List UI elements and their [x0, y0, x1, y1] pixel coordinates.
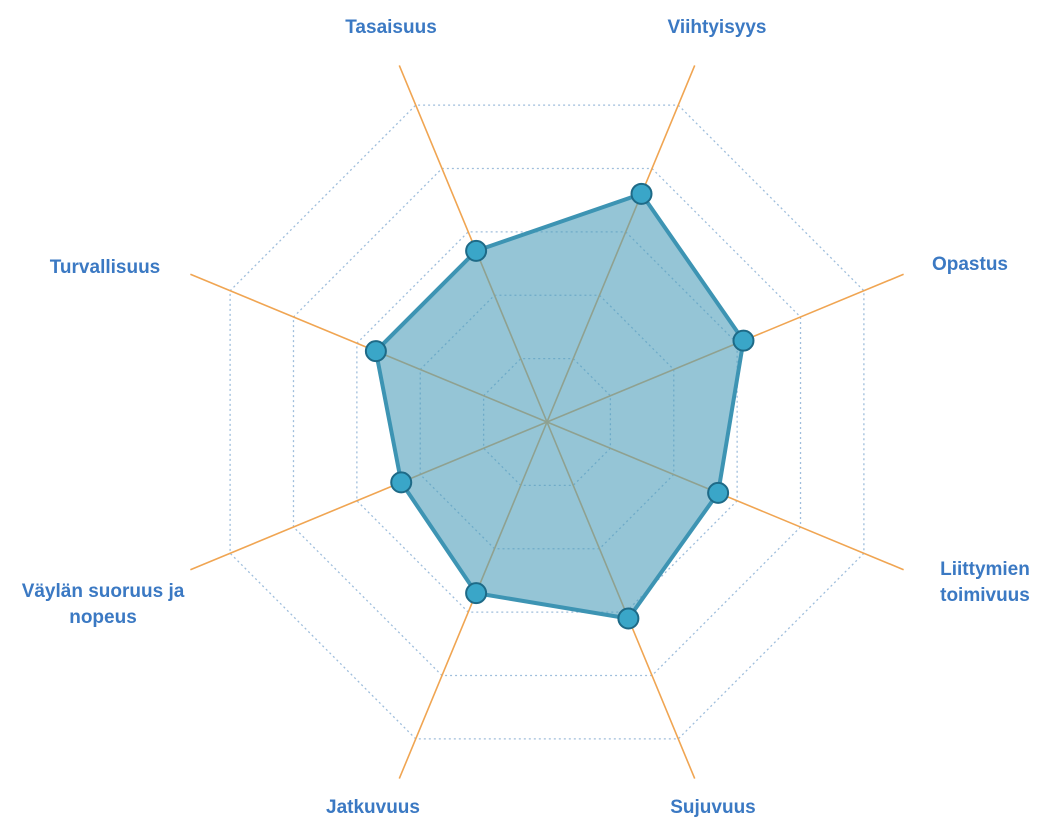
data-point [732, 329, 755, 352]
data-point [465, 582, 488, 605]
data-point [617, 607, 640, 630]
data-point [707, 481, 730, 504]
data-point [465, 239, 488, 262]
data-point [390, 471, 413, 494]
data-area [373, 191, 746, 621]
axis-label: Sujuvuus [670, 797, 756, 818]
axis-label: Opastus [931, 254, 1009, 275]
axis-label: Jatkuvuus [326, 797, 420, 818]
data-point [630, 182, 653, 205]
data-point [364, 340, 387, 363]
axis-label: Viihtyisyys [667, 17, 767, 38]
axis-label: Liittymien toimivuus [940, 559, 1030, 606]
axis-label: Väylän suoruus ja nopeus [21, 581, 185, 628]
axis-label: Tasaisuus [345, 17, 437, 38]
axis-label: Turvallisuus [49, 257, 161, 278]
